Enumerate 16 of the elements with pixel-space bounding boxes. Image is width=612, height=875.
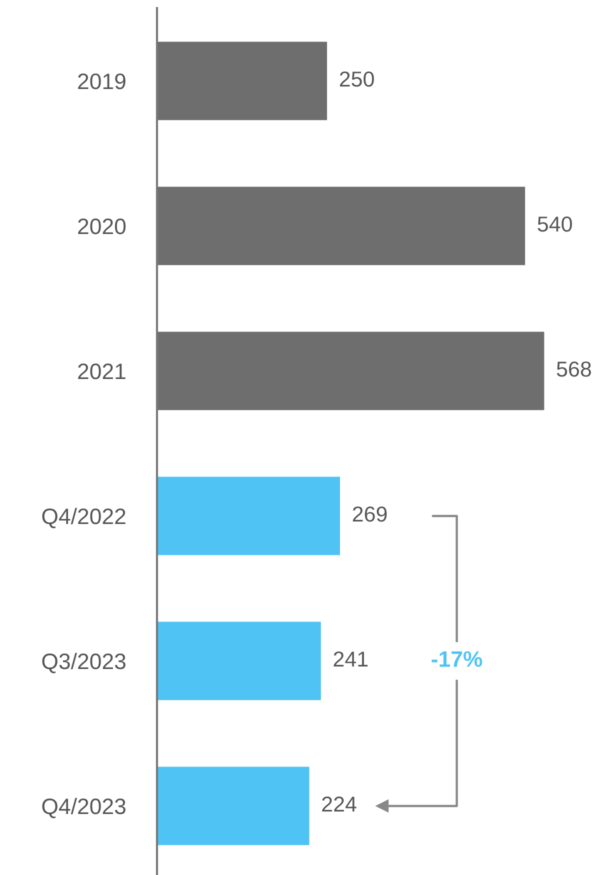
bar — [157, 475, 342, 557]
y-tick-label: 2021 — [78, 363, 126, 380]
data-label: 568 — [556, 361, 591, 377]
y-tick-label: Q4/2022 — [42, 508, 126, 528]
data-label: 224 — [322, 796, 356, 812]
annotation: -17% — [432, 651, 482, 667]
bar — [157, 620, 322, 702]
data-label: 540 — [538, 216, 572, 232]
data-label: 241 — [334, 652, 368, 667]
y-tick-label: 2019 — [78, 73, 126, 90]
bar — [157, 765, 311, 847]
data-label: 250 — [340, 71, 374, 87]
y-tick-label: Q3/2023 — [42, 652, 126, 674]
data-label: 269 — [352, 506, 387, 522]
y-tick-label: Q4/2023 — [42, 798, 126, 818]
y-tick-label: 2020 — [78, 218, 126, 234]
